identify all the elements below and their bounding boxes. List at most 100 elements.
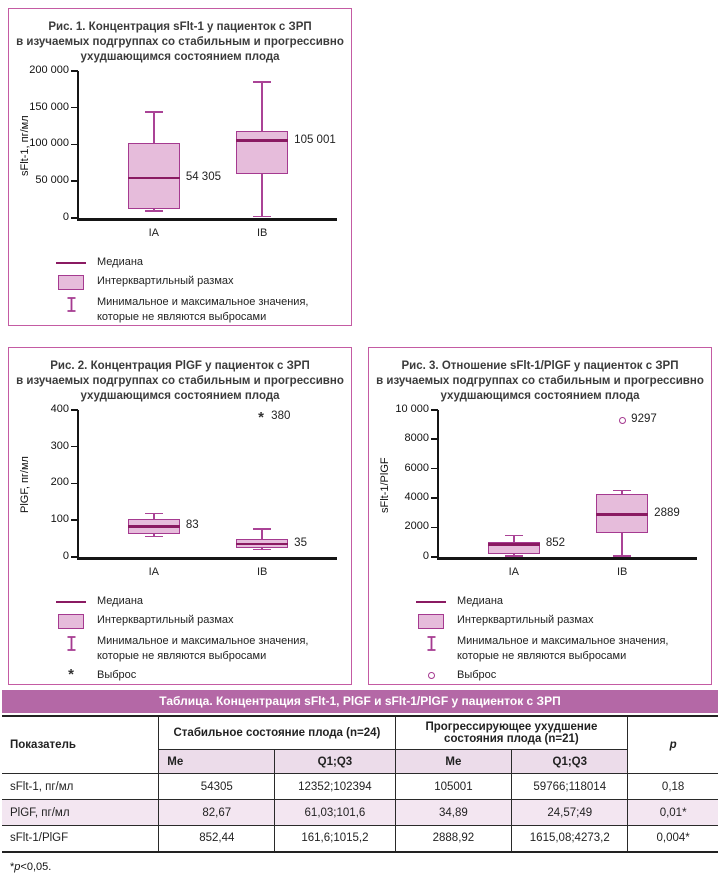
y-tick-label: 400 <box>50 402 69 415</box>
table-cell: 1615,08;4273,2 <box>511 825 629 852</box>
table-header-group1: Стабильное состояние плода (n=24) <box>158 715 396 750</box>
y-tick-mark <box>71 143 78 146</box>
y-tick-mark <box>431 556 438 558</box>
legend-marker <box>413 634 449 657</box>
iqr-box-icon <box>418 614 444 630</box>
iqr-box-icon <box>58 614 84 630</box>
median-value-label: 35 <box>294 536 307 549</box>
legend-marker <box>413 668 449 680</box>
whisker-icon <box>65 635 78 657</box>
legend-label: Выброс <box>457 669 497 682</box>
figure-2-plot-area: 0 100 200 300 400 83 IA 35 IB * 380 <box>51 403 337 578</box>
legend-marker <box>53 634 89 657</box>
figure-3-title: Рис. 3. Отношение sFlt-1/PlGF у пациенто… <box>369 359 711 404</box>
figure-1-title-line: Рис. 1. Концентрация sFlt-1 у пациенток … <box>48 21 312 33</box>
median-value-label: 105 001 <box>294 133 336 146</box>
legend-label: Выброс <box>97 669 137 682</box>
legend-marker <box>413 594 449 603</box>
outlier-asterisk-marker: * <box>258 409 265 427</box>
y-tick-mark <box>71 482 78 485</box>
table-cell: 105001 <box>394 773 513 800</box>
table-cell: 0,18 <box>627 773 718 800</box>
legend-item: Медиана <box>53 255 351 270</box>
x-category-label: IA <box>508 565 520 578</box>
x-category-label: IA <box>148 565 160 578</box>
figure-1-legend: Медиана Интерквартильный размах Минимально… <box>53 255 351 325</box>
table-cell: 34,89 <box>394 799 513 826</box>
y-tick-mark <box>71 556 78 558</box>
table-header-p: p <box>627 715 718 774</box>
legend-marker <box>53 594 89 603</box>
footnote-star: * <box>10 860 15 873</box>
median-line-icon <box>56 600 86 603</box>
y-tick-label: 0 <box>62 210 69 223</box>
y-tick-label: 2000 <box>404 520 429 533</box>
y-tick-label: 8000 <box>404 432 429 445</box>
table-subheader-q1q3: Q1;Q3 <box>511 749 628 774</box>
median-line <box>236 542 289 546</box>
figure-2-title-line: в изучаемых подгруппах со стабильным и п… <box>16 374 344 387</box>
table-cell: 12352;102394 <box>274 773 396 800</box>
figure-3-panel: Рис. 3. Отношение sFlt-1/PlGF у пациенто… <box>368 347 712 685</box>
table-header-group2: Прогрессирующее ухудшение состояния плод… <box>394 715 629 750</box>
whisker-cap-min <box>613 555 632 557</box>
median-line <box>127 176 180 180</box>
table-subheader-q1q3: Q1;Q3 <box>274 749 396 774</box>
figure-3-chart: sFlt-1/PlGF 0 2000 4000 6000 8000 10 000 852 IA… <box>369 402 711 590</box>
legend-label: Медиана <box>457 594 504 607</box>
y-tick-mark <box>71 70 78 72</box>
table-title: Таблица. Концентрация sFlt-1, PlGF и sFl… <box>2 690 718 713</box>
x-category-label: IB <box>256 226 268 239</box>
y-tick-mark <box>71 180 78 182</box>
whisker-cap-min <box>253 215 272 218</box>
median-value-label: 83 <box>185 519 199 532</box>
iqr-box <box>127 142 180 209</box>
legend-label: Интерквартильный размах <box>97 614 234 627</box>
whisker-icon <box>65 296 78 318</box>
table-cell: sFlt-1, пг/мл <box>2 773 160 800</box>
outlier-circle-marker <box>618 416 626 424</box>
y-tick-label: 6000 <box>404 461 429 474</box>
figure-2-panel: Рис. 2. Концентрация PlGF у пациенток с … <box>8 347 352 685</box>
median-value-label: 54 305 <box>185 170 221 183</box>
y-tick-label: 100 <box>50 513 69 526</box>
y-tick-label: 0 <box>422 549 429 562</box>
table-cell: 852,44 <box>158 825 276 852</box>
median-line <box>236 139 289 142</box>
x-category-label: IA <box>148 226 160 239</box>
x-category-label: IB <box>256 565 268 578</box>
outlier-value-label: 380 <box>271 410 291 423</box>
y-tick-label: 10 000 <box>395 402 429 415</box>
table-subheader-me: Me <box>158 749 276 774</box>
figure-2-title: Рис. 2. Концентрация PlGF у пациенток с … <box>9 359 351 404</box>
x-category-label: IB <box>616 565 628 578</box>
legend-item: * Выброс <box>53 666 351 684</box>
legend-label: Минимальное и максимальное значения, кот… <box>97 635 309 662</box>
y-tick-mark <box>71 217 78 219</box>
median-line <box>596 513 649 516</box>
y-tick-mark <box>431 438 438 440</box>
table-cell: 82,67 <box>158 799 276 826</box>
table-cell: sFlt-1/PlGF <box>2 825 160 852</box>
figure-3-title-line: Рис. 3. Отношение sFlt-1/PlGF у пациенто… <box>401 360 679 372</box>
figure-2-title-line: ухудшающимся состоянием плода <box>80 389 280 402</box>
table-header-indicator: Показатель <box>2 715 160 774</box>
results-table-section: Таблица. Концентрация sFlt-1, PlGF и sFl… <box>2 690 718 873</box>
figure-1-chart: sFlt-1, пг/мл 0 50 000 100 000 150 000 200 0… <box>9 64 351 251</box>
legend-label: Интерквартильный размах <box>457 614 594 627</box>
y-tick-label: 300 <box>50 439 69 452</box>
legend-item: Минимальное и максимальное значения, кот… <box>53 295 351 324</box>
whisker-icon <box>425 635 438 657</box>
legend-label: Интерквартильный размах <box>97 275 234 288</box>
iqr-box-icon <box>58 275 84 291</box>
asterisk-icon: * <box>68 666 74 684</box>
legend-label: Минимальное и максимальное значения, кот… <box>97 296 309 323</box>
footnote-threshold: <0,05. <box>20 860 52 873</box>
y-tick-label: 50 000 <box>35 174 69 187</box>
table-row-sflt1: sFlt-1, пг/мл 54305 12352;102394 105001 … <box>2 773 718 800</box>
median-value-label: 2889 <box>654 507 680 520</box>
outlier-value-label: 9297 <box>631 413 657 426</box>
figure-3-title-line: в изучаемых подгруппах со стабильным и п… <box>376 374 704 387</box>
legend-marker <box>53 255 89 264</box>
legend-item: Интерквартильный размах <box>413 613 711 630</box>
